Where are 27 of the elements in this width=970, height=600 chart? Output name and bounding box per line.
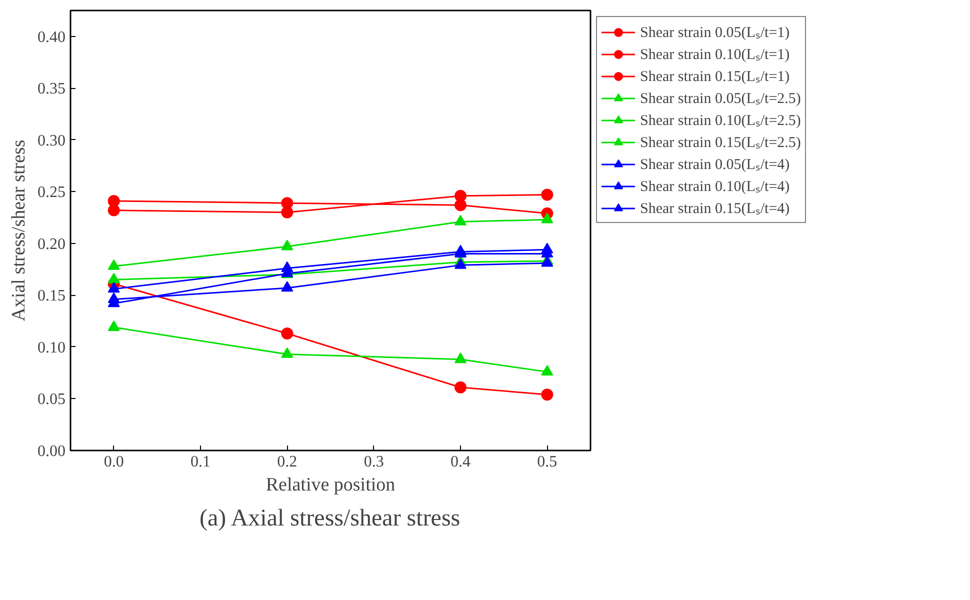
legend-label: Shear strain 0.05(Lₛ/t=4): [640, 156, 790, 174]
x-tick-label: 0.2: [277, 454, 298, 470]
legend-label: Shear strain 0.15(Lₛ/t=1): [640, 68, 790, 86]
legend-label: Shear strain 0.05(Lₛ/t=1): [640, 24, 790, 42]
y-tick-label: 0.00: [38, 443, 66, 460]
y-tick-label: 0.10: [38, 339, 66, 356]
y-tick-label: 0.20: [38, 236, 66, 253]
y-axis-title: Axial stress/shear stress: [8, 140, 30, 322]
legend-label: Shear strain 0.15(Lₛ/t=2.5): [640, 134, 801, 152]
y-tick-label: 0.05: [38, 391, 66, 408]
y-tick-label: 0.35: [38, 80, 66, 98]
x-tick-label: 0.5: [537, 454, 558, 470]
text: (a) Axial stress/shear stress: [200, 506, 460, 532]
y-tick-label: 0.25: [38, 184, 66, 202]
x-axis-title: Relative position: [266, 474, 396, 496]
x-tick-label: 0.1: [190, 454, 210, 470]
legend-label: Shear strain 0.15(Lₛ/t=4): [640, 200, 790, 218]
legend-label: Shear strain 0.10(Lₛ/t=4): [640, 178, 790, 196]
x-tick-label: 0.0: [104, 454, 124, 470]
legend-label: Shear strain 0.10(Lₛ/t=1): [640, 46, 790, 64]
legend-label: Shear strain 0.10(Lₛ/t=2.5): [640, 112, 801, 130]
x-tick-label: 0.3: [364, 454, 384, 470]
legend-label: Shear strain 0.05(Lₛ/t=2.5): [640, 90, 801, 108]
x-tick-label: 0.4: [450, 454, 470, 470]
y-tick-label: 0.40: [38, 28, 66, 46]
y-tick-label: 0.30: [38, 132, 66, 150]
y-tick-label: 0.15: [38, 288, 66, 305]
